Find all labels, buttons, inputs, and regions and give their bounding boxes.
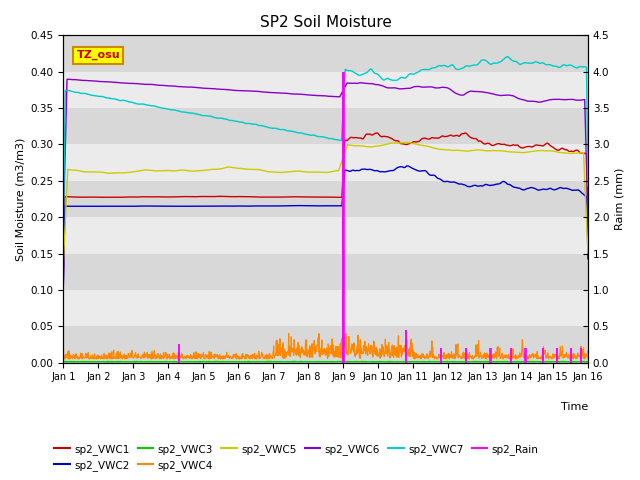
sp2_VWC5 — [163, 168, 171, 173]
sp2_VWC1 — [522, 144, 530, 150]
sp2_VWC7 — [235, 119, 243, 125]
Bar — [63, 72, 588, 108]
sp2_VWC3 — [408, 359, 415, 365]
Y-axis label: Soil Moisture (m3/m3): Soil Moisture (m3/m3) — [15, 137, 25, 261]
sp2_VWC5 — [476, 147, 484, 153]
Line: sp2_VWC4: sp2_VWC4 — [63, 334, 588, 359]
sp2_VWC5 — [403, 140, 411, 145]
sp2_VWC3 — [164, 359, 172, 365]
sp2_VWC3 — [60, 359, 67, 365]
sp2_VWC5 — [407, 140, 415, 146]
sp2_VWC3 — [158, 359, 166, 365]
sp2_VWC6 — [236, 88, 243, 94]
Line: sp2_VWC5: sp2_VWC5 — [63, 143, 588, 262]
sp2_VWC5 — [522, 149, 530, 155]
sp2_VWC4 — [236, 355, 243, 360]
sp2_VWC5 — [60, 259, 67, 265]
sp2_VWC2 — [476, 183, 484, 189]
sp2_VWC4 — [177, 355, 184, 360]
sp2_VWC4 — [60, 352, 67, 358]
sp2_VWC2 — [403, 163, 411, 169]
sp2_VWC7 — [584, 183, 592, 189]
sp2_VWC6 — [164, 83, 172, 89]
sp2_VWC6 — [60, 218, 67, 224]
sp2_VWC2 — [407, 165, 415, 170]
sp2_VWC3 — [264, 359, 272, 364]
sp2_VWC2 — [235, 203, 243, 209]
sp2_VWC4 — [522, 356, 530, 362]
sp2_VWC2 — [584, 256, 592, 262]
Line: sp2_VWC2: sp2_VWC2 — [63, 166, 588, 285]
Line: sp2_VWC7: sp2_VWC7 — [63, 57, 588, 227]
sp2_VWC1 — [163, 194, 171, 200]
Legend: sp2_VWC1, sp2_VWC2, sp2_VWC3, sp2_VWC4, sp2_VWC5, sp2_VWC6, sp2_VWC7, sp2_Rain: sp2_VWC1, sp2_VWC2, sp2_VWC3, sp2_VWC4, … — [50, 439, 543, 475]
sp2_VWC1 — [584, 229, 592, 235]
Line: sp2_VWC3: sp2_VWC3 — [63, 361, 588, 362]
sp2_VWC3 — [476, 359, 484, 365]
Bar — [63, 181, 588, 217]
sp2_VWC7 — [476, 60, 483, 66]
Bar — [63, 108, 588, 144]
Bar — [63, 253, 588, 290]
sp2_VWC3 — [522, 359, 530, 365]
sp2_VWC7 — [163, 106, 171, 112]
sp2_VWC1 — [176, 194, 184, 200]
sp2_VWC4 — [173, 356, 181, 362]
Line: sp2_VWC6: sp2_VWC6 — [63, 79, 588, 221]
Bar — [63, 290, 588, 326]
sp2_VWC7 — [176, 108, 184, 114]
sp2_VWC6 — [522, 98, 530, 104]
sp2_VWC6 — [584, 215, 592, 221]
Bar — [63, 217, 588, 253]
sp2_VWC5 — [235, 166, 243, 171]
sp2_VWC7 — [407, 71, 415, 76]
sp2_VWC6 — [63, 76, 71, 82]
sp2_VWC5 — [176, 168, 184, 173]
sp2_VWC3 — [177, 359, 184, 365]
sp2_VWC2 — [522, 186, 530, 192]
sp2_VWC1 — [407, 140, 415, 146]
sp2_VWC4 — [584, 356, 592, 362]
sp2_VWC1 — [235, 194, 243, 200]
sp2_VWC7 — [522, 60, 530, 66]
sp2_VWC2 — [60, 282, 67, 288]
sp2_VWC4 — [285, 331, 292, 336]
sp2_VWC6 — [407, 85, 415, 91]
Text: TZ_osu: TZ_osu — [77, 50, 120, 60]
sp2_VWC7 — [60, 224, 67, 229]
Bar — [63, 326, 588, 363]
sp2_VWC7 — [504, 54, 511, 60]
sp2_VWC3 — [236, 359, 243, 365]
Y-axis label: Raim (mm): Raim (mm) — [615, 168, 625, 230]
Bar — [63, 36, 588, 72]
sp2_VWC1 — [60, 277, 67, 283]
sp2_VWC6 — [476, 89, 484, 95]
sp2_VWC1 — [476, 138, 484, 144]
sp2_VWC1 — [373, 130, 381, 136]
sp2_VWC2 — [163, 204, 171, 209]
sp2_VWC5 — [584, 250, 592, 256]
Title: SP2 Soil Moisture: SP2 Soil Moisture — [260, 15, 392, 30]
sp2_VWC4 — [163, 352, 171, 358]
sp2_VWC4 — [476, 353, 484, 359]
Text: Time: Time — [561, 402, 588, 412]
sp2_VWC4 — [408, 348, 415, 354]
Bar — [63, 144, 588, 181]
sp2_VWC3 — [584, 359, 592, 365]
sp2_VWC2 — [176, 204, 184, 209]
Line: sp2_VWC1: sp2_VWC1 — [63, 133, 588, 280]
sp2_VWC6 — [177, 84, 184, 90]
